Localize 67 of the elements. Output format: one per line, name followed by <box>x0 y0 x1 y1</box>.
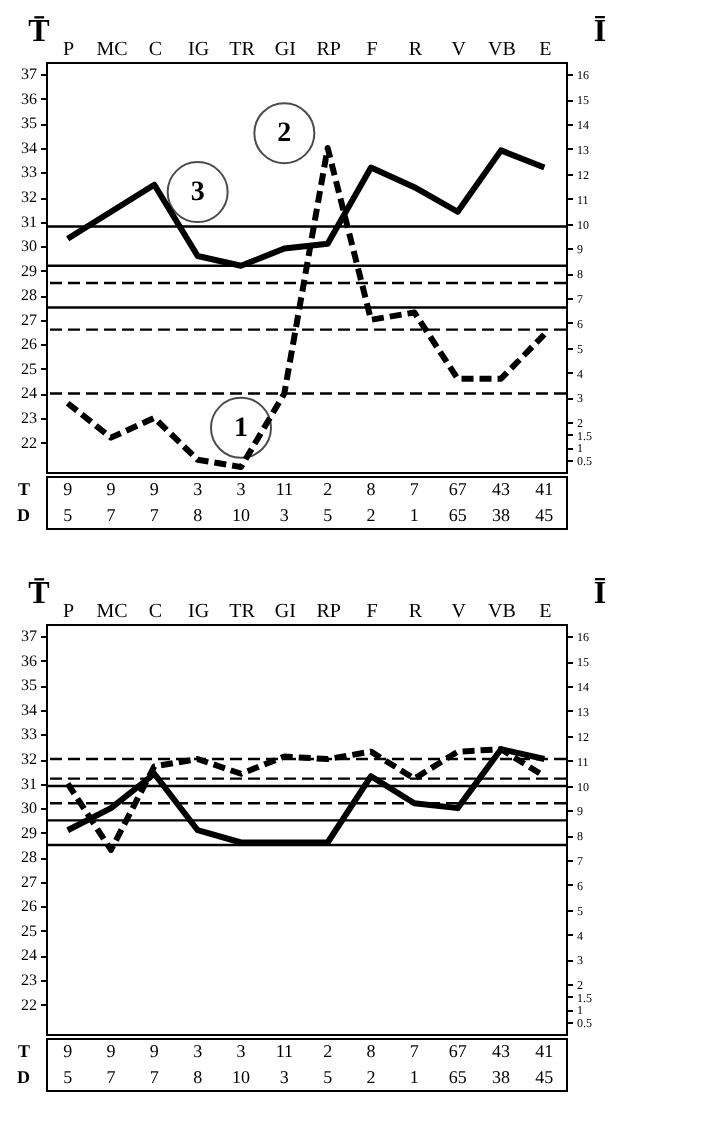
x-tick-label: TR <box>229 39 256 61</box>
y-tick-label: 25 <box>21 921 37 940</box>
x-tick-label: RP <box>316 601 342 623</box>
y-axis-title: T̄ <box>28 15 51 49</box>
y-tick-label: 33 <box>21 725 37 744</box>
x-tick-label: R <box>408 39 423 61</box>
y-tick-label: 30 <box>21 799 37 818</box>
y-tick-label: 26 <box>21 335 37 354</box>
y-tick-label: 36 <box>21 651 37 670</box>
y-tick-label: 24 <box>21 946 37 965</box>
y-tick-label: 23 <box>21 408 37 427</box>
y-tick-label: 29 <box>21 823 37 842</box>
x-tick-label: E <box>539 39 552 61</box>
x-tick-label: C <box>148 601 163 623</box>
x-tick-label: MC <box>96 601 129 623</box>
x-tick-label: C <box>148 39 163 61</box>
y-tick-label: 32 <box>21 750 37 769</box>
text: D 5 7 7 8 10 3 5 2 1 65 38 45 <box>17 505 554 525</box>
y-tick-label: 22 <box>21 995 37 1014</box>
x-tick-label: P <box>63 39 76 61</box>
x-tick-label: F <box>366 39 379 61</box>
y-tick-label: 25 <box>21 359 37 378</box>
x-tick-label: VB <box>488 39 517 61</box>
y-tick-label: 34 <box>21 700 37 719</box>
y-tick-label: 28 <box>21 848 37 867</box>
y-tick-label: 24 <box>21 384 37 403</box>
text: D 5 7 7 8 10 3 5 2 1 65 38 45 <box>17 1067 554 1087</box>
x-tick-label: TR <box>229 601 256 623</box>
y-tick-label: 37 <box>21 65 37 84</box>
y-tick-label: 31 <box>21 774 37 793</box>
x-tick-label: IG <box>188 601 210 623</box>
y-tick-label: 22 <box>21 433 37 452</box>
y-tick-label: 32 <box>21 188 37 207</box>
y-tick-label: 35 <box>21 114 37 133</box>
y-tick-label: 33 <box>21 163 37 182</box>
x-tick-label: V <box>451 601 468 623</box>
y-tick-label: 27 <box>21 872 37 891</box>
y-tick-label: 30 <box>21 237 37 256</box>
x-tick-label: P <box>63 601 76 623</box>
y-tick-label: 27 <box>21 310 37 329</box>
y-axis-title: T̄ <box>28 577 51 611</box>
y2-axis-title: Ī <box>593 15 607 49</box>
x-tick-label: V <box>451 39 468 61</box>
y-tick-label: 35 <box>21 676 37 695</box>
y-tick-label: 31 <box>21 212 37 231</box>
y-tick-label: 34 <box>21 138 37 157</box>
y-tick-label: 26 <box>21 897 37 916</box>
x-tick-label: MC <box>96 39 129 61</box>
y-tick-label: 28 <box>21 286 37 305</box>
annotation: 2 <box>277 119 292 150</box>
x-tick-label: RP <box>316 39 342 61</box>
x-tick-label: GI <box>274 601 296 623</box>
y-tick-label: 36 <box>21 89 37 108</box>
text: T 9 9 9 3 3 11 2 8 7 67 43 41 <box>17 479 554 499</box>
y2-axis-title: Ī <box>593 577 607 611</box>
text: T 9 9 9 3 3 11 2 8 7 67 43 41 <box>17 1041 554 1061</box>
x-tick-label: E <box>539 601 552 623</box>
x-tick-label: GI <box>274 39 296 61</box>
y-tick-label: 23 <box>21 970 37 989</box>
annotation: 1 <box>234 413 248 444</box>
x-tick-label: R <box>408 601 423 623</box>
annotation: 3 <box>190 178 205 209</box>
y-tick-label: 29 <box>21 261 37 280</box>
x-tick-label: IG <box>188 39 210 61</box>
x-tick-label: VB <box>488 601 517 623</box>
x-tick-label: F <box>366 601 379 623</box>
y-tick-label: 37 <box>21 627 37 646</box>
